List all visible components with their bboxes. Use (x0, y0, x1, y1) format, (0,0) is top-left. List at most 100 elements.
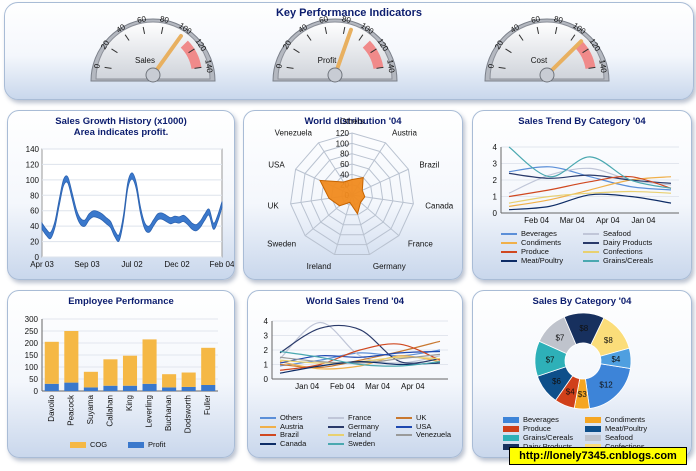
series-line-usa (279, 350, 441, 364)
bar-profit (64, 382, 79, 391)
legend-item: USA (396, 422, 431, 431)
y-tick-label: 2 (264, 346, 269, 355)
legend-swatch (260, 442, 276, 445)
legend-swatch (328, 434, 344, 437)
gauge-tick (124, 34, 130, 41)
legend-label: Produce (521, 247, 549, 256)
gauge-tick-label: 140 (597, 59, 608, 74)
x-tick-label: Mar 04 (365, 382, 390, 391)
legend-swatch (328, 417, 344, 420)
bar-cog (83, 371, 98, 388)
radar-ring (300, 142, 404, 246)
legend-swatch (260, 425, 276, 428)
series-area (41, 172, 223, 242)
employee-performance-legend: COG Profit (8, 291, 234, 457)
radar-category-label: Austria (392, 129, 417, 138)
legend-swatch (503, 435, 519, 442)
gauge-tick-label: 80 (341, 14, 352, 25)
bar-profit (162, 387, 177, 391)
pie-data-label: $7 (555, 333, 564, 342)
y-tick-label: 80 (30, 191, 39, 200)
bar-cog (142, 339, 157, 384)
radar-category-label: Sweden (267, 239, 296, 248)
series-line-venezuela (279, 353, 441, 364)
legend-item: Austria (260, 422, 303, 431)
legend-label: Dairy Products (603, 238, 653, 247)
x-tick-label: Apr 04 (401, 382, 425, 391)
legend-label: Dairy Products (523, 442, 572, 451)
x-tick-label: Mar 04 (560, 216, 585, 225)
gauge-hub (145, 67, 161, 83)
gauge-tick (554, 26, 558, 34)
x-tick-label: Feb 04 (210, 260, 235, 269)
gauge-tick (505, 48, 512, 54)
x-tick-label: Dec 02 (164, 260, 190, 269)
radar-category-label: UK (268, 202, 280, 211)
x-tick-label: Buchanan (164, 395, 173, 431)
plot-area (41, 148, 223, 258)
series-line-canada (279, 360, 441, 374)
gauge-tick (518, 34, 524, 41)
bar-cog (201, 347, 216, 385)
bar-profit (83, 387, 98, 391)
gauge-tick-label: 140 (203, 59, 214, 74)
legend-label: Canada (280, 438, 307, 448)
legend-swatch (583, 260, 599, 263)
world-sales-trend-legend: Others France UK Austria Germany USA Brazil Ire… (248, 291, 462, 457)
legend-swatch (260, 434, 276, 437)
radar-series (319, 177, 366, 215)
world-distribution-chart: Others Austria Brazil Canada France Germany Ir… (267, 117, 454, 271)
legend-label: Seafood (605, 433, 633, 442)
radar-category-label: Venezuela (275, 129, 313, 138)
radar-category-label: Ireland (307, 262, 331, 271)
series-line-produce (508, 175, 672, 198)
gauge-face (489, 21, 605, 80)
gauge-red-zone (180, 40, 202, 70)
y-tick-label: 20 (30, 238, 39, 247)
x-tick-label: Fuller (203, 395, 212, 415)
y-tick-label: 3 (264, 332, 269, 341)
y-tick-label: 1 (264, 361, 269, 370)
radar-ring (290, 132, 414, 255)
legend-swatch (583, 242, 599, 245)
series-line-beverages (508, 166, 672, 191)
gauge-tick-label: 80 (159, 14, 170, 25)
legend-swatch (396, 425, 412, 428)
y-tick-label: 250 (25, 327, 39, 336)
x-tick-label: Callahan (105, 395, 114, 427)
legend-item: Grains/Cereals (503, 433, 573, 442)
watermark-url: http://lonely7345.cnblogs.com (509, 447, 687, 465)
series-line-meat-poultry (508, 193, 672, 211)
legend-item: Canada (260, 439, 306, 448)
gauge-needle (333, 27, 353, 77)
bar-cog (64, 331, 79, 383)
world-distribution-panel: World distribution '04 Others Austria Braz… (243, 110, 463, 280)
legend-item: Profit (128, 440, 166, 449)
bar-cog (162, 374, 177, 388)
pie-data-label: $6 (552, 377, 561, 386)
series-line-seafood (508, 167, 672, 194)
gauge-tick-label: 80 (553, 14, 564, 25)
legend-label: Venezuela (416, 430, 452, 440)
sales-by-category-legend: Beverages Condiments Produce Meat/Poultry Gr… (473, 291, 691, 457)
x-tick-label: Sep 03 (74, 260, 100, 269)
gauge-tick (160, 26, 164, 34)
x-tick-label: Suyama (86, 394, 95, 424)
legend-item: Seafood (585, 433, 633, 442)
sales-by-category-panel: Sales By Category '04 $12 $3 $4 $6 $7 $7 $8 $8 $… (472, 290, 692, 458)
gauge-tick (104, 66, 112, 69)
x-tick-label: Jul 02 (121, 260, 143, 269)
bar-profit (201, 385, 216, 391)
gauge-label: Sales (135, 56, 155, 65)
legend-label: Confections (603, 247, 643, 256)
legend-item: Grains/Cereals (583, 256, 653, 265)
series-line-france (279, 321, 441, 364)
legend-swatch (585, 417, 601, 424)
radar-tick-label: 40 (340, 170, 349, 179)
gauge-tick (536, 26, 540, 34)
legend-item: Brazil (260, 430, 299, 439)
y-tick-label: 100 (25, 363, 39, 372)
bar-profit (103, 385, 118, 391)
